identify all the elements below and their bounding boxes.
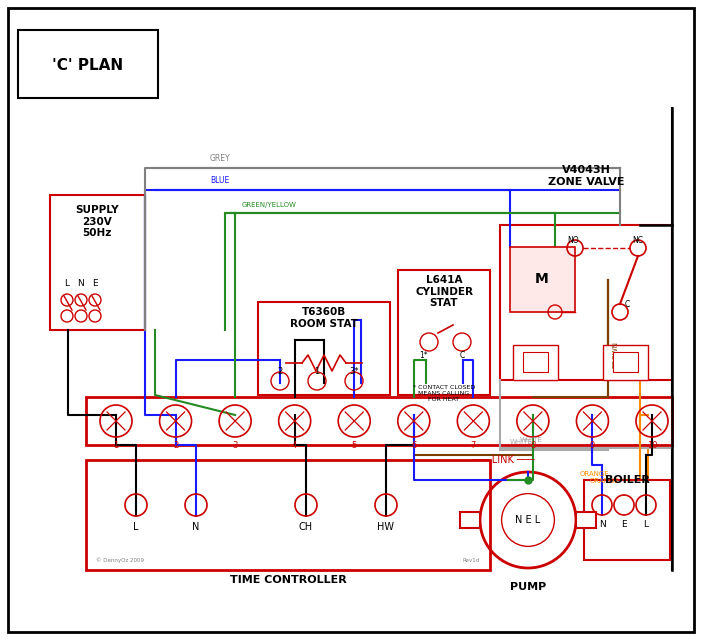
Text: 5: 5 bbox=[352, 441, 357, 450]
Text: NO: NO bbox=[567, 236, 579, 245]
Text: 8: 8 bbox=[530, 441, 536, 450]
Bar bbox=[584, 480, 670, 560]
Bar bbox=[613, 352, 638, 372]
Text: BLUE: BLUE bbox=[210, 176, 230, 185]
Text: ─── LINK ───: ─── LINK ─── bbox=[471, 455, 535, 465]
Text: WHITE: WHITE bbox=[510, 439, 533, 445]
Text: 1: 1 bbox=[114, 441, 119, 450]
Text: T6360B
ROOM STAT: T6360B ROOM STAT bbox=[290, 307, 358, 329]
Text: 4: 4 bbox=[292, 441, 297, 450]
Bar bbox=[603, 345, 648, 380]
Text: © DennyOz 2009: © DennyOz 2009 bbox=[96, 558, 144, 563]
Text: C: C bbox=[459, 351, 465, 360]
Text: L: L bbox=[65, 278, 69, 288]
Bar bbox=[258, 302, 390, 395]
Text: N: N bbox=[78, 278, 84, 288]
Bar bbox=[500, 225, 672, 380]
Text: L641A
CYLINDER
STAT: L641A CYLINDER STAT bbox=[415, 275, 473, 308]
Text: SUPPLY
230V
50Hz: SUPPLY 230V 50Hz bbox=[75, 205, 119, 238]
Text: 1*: 1* bbox=[420, 351, 428, 360]
Text: 3: 3 bbox=[232, 441, 238, 450]
Text: N: N bbox=[599, 520, 605, 529]
Text: ORANGE: ORANGE bbox=[590, 478, 620, 484]
Text: NC: NC bbox=[633, 236, 644, 245]
Text: M: M bbox=[535, 272, 549, 286]
Text: 1: 1 bbox=[314, 367, 319, 376]
Text: Rev1d: Rev1d bbox=[463, 558, 480, 563]
Text: * CONTACT CLOSED
MEANS CALLING
FOR HEAT: * CONTACT CLOSED MEANS CALLING FOR HEAT bbox=[413, 385, 475, 402]
Text: 'C' PLAN: 'C' PLAN bbox=[53, 58, 124, 72]
Text: 6: 6 bbox=[411, 441, 416, 450]
Text: L: L bbox=[133, 522, 139, 532]
Text: 2: 2 bbox=[173, 441, 178, 450]
Text: GREY: GREY bbox=[210, 154, 231, 163]
Bar bbox=[86, 397, 672, 445]
Text: TIME CONTROLLER: TIME CONTROLLER bbox=[230, 575, 346, 585]
Text: ORANGE: ORANGE bbox=[580, 471, 609, 477]
Bar bbox=[513, 345, 558, 380]
Text: C: C bbox=[625, 300, 630, 309]
Text: L: L bbox=[644, 520, 649, 529]
Text: N E L: N E L bbox=[515, 515, 541, 525]
Text: 10: 10 bbox=[647, 441, 657, 450]
Bar bbox=[510, 247, 575, 312]
Text: PUMP: PUMP bbox=[510, 582, 546, 592]
Text: N: N bbox=[192, 522, 199, 532]
Text: 3*: 3* bbox=[349, 367, 359, 376]
Bar bbox=[86, 460, 490, 570]
Bar bbox=[576, 512, 596, 528]
Text: E: E bbox=[92, 278, 98, 288]
Bar bbox=[460, 512, 480, 528]
Bar bbox=[18, 30, 158, 98]
Text: E: E bbox=[621, 520, 627, 529]
Bar bbox=[523, 352, 548, 372]
Text: HW: HW bbox=[378, 522, 395, 532]
Text: BOILER: BOILER bbox=[604, 475, 649, 485]
Text: CH: CH bbox=[299, 522, 313, 532]
Bar bbox=[398, 270, 490, 395]
Text: 7: 7 bbox=[470, 441, 476, 450]
Text: 9: 9 bbox=[590, 441, 595, 450]
Text: BROWN: BROWN bbox=[612, 342, 618, 369]
Bar bbox=[50, 195, 145, 330]
Text: V4043H
ZONE VALVE: V4043H ZONE VALVE bbox=[548, 165, 624, 187]
Text: WHITE: WHITE bbox=[520, 437, 543, 443]
Text: GREEN/YELLOW: GREEN/YELLOW bbox=[242, 202, 297, 208]
Text: 2: 2 bbox=[277, 367, 283, 376]
